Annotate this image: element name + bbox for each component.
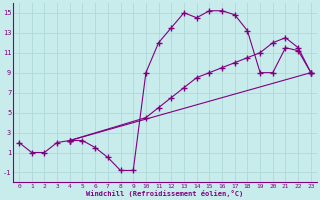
X-axis label: Windchill (Refroidissement éolien,°C): Windchill (Refroidissement éolien,°C) <box>86 190 244 197</box>
